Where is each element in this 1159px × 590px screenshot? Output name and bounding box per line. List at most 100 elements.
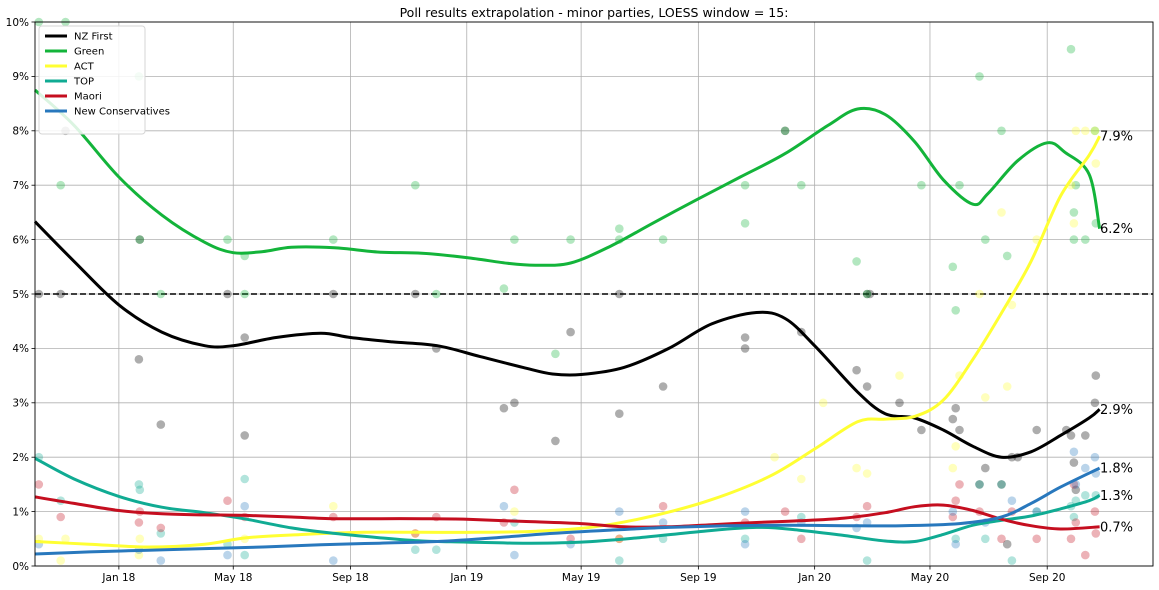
poll-point	[1090, 507, 1100, 516]
poll-point	[917, 180, 926, 190]
poll-point	[852, 257, 861, 266]
poll-point	[895, 398, 904, 408]
poll-point	[566, 327, 575, 337]
poll-point	[615, 409, 624, 419]
legend-label: Green	[74, 47, 104, 58]
legend: NZ First Green ACT TOP Maori New Conservative…	[38, 25, 170, 135]
poll-point	[61, 534, 70, 544]
poll-point	[551, 349, 560, 359]
poll-point	[852, 463, 861, 473]
poll-point	[240, 474, 249, 484]
poll-point	[740, 507, 750, 516]
poll-point	[1091, 529, 1101, 538]
poll-point	[1066, 534, 1076, 544]
poll-point	[499, 501, 509, 511]
poll-point	[135, 485, 145, 495]
poll-point	[862, 501, 872, 511]
poll-point	[223, 496, 232, 506]
x-tick-label: Jan 18	[101, 572, 135, 584]
poll-point	[740, 219, 750, 228]
poll-point	[432, 545, 441, 554]
poll-point	[156, 289, 166, 299]
poll-point	[948, 414, 958, 424]
poll-point	[658, 518, 668, 527]
y-tick-label: 6%	[12, 234, 29, 246]
chart-title: Poll results extrapolation - minor parti…	[400, 5, 789, 20]
poll-point	[740, 534, 750, 544]
poll-point	[1032, 534, 1041, 544]
poll-point	[1081, 550, 1090, 560]
poll-point	[156, 420, 166, 429]
y-tick-label: 3%	[12, 398, 29, 410]
poll-point	[135, 235, 145, 244]
poll-point	[955, 425, 964, 435]
poll-point	[1091, 371, 1101, 380]
trend-line	[34, 135, 1101, 549]
poll-point	[740, 333, 750, 342]
poll-point	[862, 556, 872, 565]
trend-line	[33, 88, 1102, 267]
end-value-label: 1.8%	[1100, 462, 1133, 477]
poll-point	[862, 289, 872, 299]
poll-point	[997, 480, 1006, 489]
poll-point	[740, 180, 750, 190]
poll-point	[1081, 126, 1090, 136]
poll-point	[981, 463, 990, 473]
poll-point	[780, 126, 790, 136]
poll-point	[948, 463, 958, 473]
poll-point	[615, 556, 624, 565]
poll-point	[1069, 235, 1079, 244]
poll-point	[1071, 485, 1081, 495]
trend-lines	[33, 88, 1102, 556]
poll-point	[223, 289, 232, 299]
poll-point	[1090, 398, 1100, 408]
poll-point	[1091, 159, 1101, 168]
poll-point	[951, 403, 960, 413]
poll-point	[951, 534, 960, 544]
legend-box	[38, 25, 146, 135]
poll-point	[1081, 431, 1090, 440]
poll-point	[1081, 463, 1090, 473]
poll-point	[551, 436, 560, 446]
poll-point	[240, 431, 249, 440]
poll-point	[1071, 126, 1081, 136]
poll-point	[566, 235, 575, 244]
x-tick-label: May 18	[214, 572, 252, 584]
poll-point	[1066, 44, 1076, 54]
poll-point	[240, 289, 249, 299]
trend-line	[34, 495, 1100, 531]
poll-point	[240, 333, 249, 342]
poll-point	[1069, 208, 1079, 217]
poll-point	[780, 126, 790, 136]
poll-point	[156, 529, 166, 538]
end-value-label: 7.9%	[1100, 130, 1133, 145]
legend-label: ACT	[74, 62, 95, 73]
poll-point	[329, 235, 338, 244]
poll-point	[34, 289, 44, 299]
y-tick-label: 5%	[12, 289, 29, 301]
poll-point	[780, 507, 790, 516]
x-tick-label: May 20	[911, 572, 949, 584]
poll-point	[955, 480, 964, 489]
poll-point	[797, 180, 806, 190]
poll-point	[975, 289, 984, 299]
poll-point	[658, 235, 668, 244]
trend-line	[34, 466, 1101, 556]
poll-point	[223, 235, 232, 244]
x-tick-label: May 19	[562, 572, 600, 584]
poll-point	[1090, 126, 1100, 136]
poll-point	[1002, 251, 1012, 261]
poll-point	[1007, 300, 1017, 310]
poll-point	[997, 208, 1006, 217]
end-value-label: 0.7%	[1100, 520, 1133, 535]
poll-point	[223, 550, 232, 560]
poll-point	[34, 480, 44, 489]
poll-point	[411, 180, 420, 190]
poll-point	[134, 480, 144, 489]
poll-point	[329, 501, 338, 511]
poll-point	[510, 507, 519, 516]
y-tick-label: 4%	[12, 343, 29, 355]
y-tick-label: 0%	[12, 561, 29, 573]
poll-point	[1090, 126, 1100, 136]
poll-point	[955, 180, 964, 190]
